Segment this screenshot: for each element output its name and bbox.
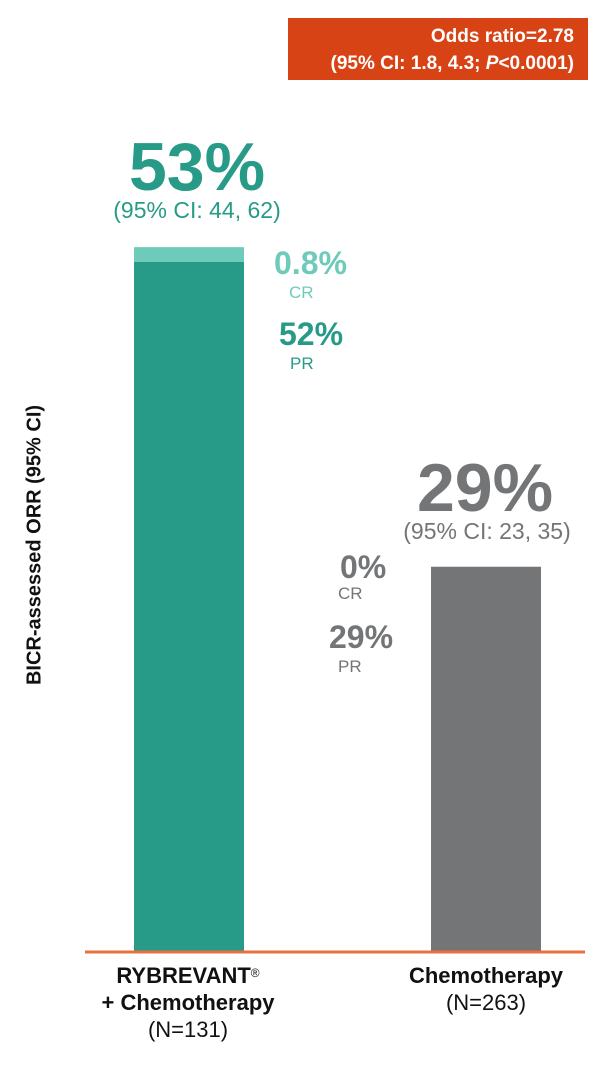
bar-pr-0 bbox=[134, 262, 244, 951]
odds-ratio-line-1: Odds ratio=2.78 bbox=[430, 26, 574, 47]
category-label-treatment: RYBREVANT® + Chemotherapy (N=131) bbox=[58, 962, 318, 1043]
chemo-ci-label: (95% CI: 23, 35) bbox=[403, 518, 571, 544]
category-label-chemo: Chemotherapy (N=263) bbox=[356, 962, 612, 1016]
treatment-cr-value: 0.8% bbox=[274, 245, 347, 281]
category-name-chemo: Chemotherapy bbox=[408, 963, 564, 988]
treatment-cr-label: CR bbox=[289, 283, 314, 302]
bar-pr-1 bbox=[431, 566, 541, 951]
category-name-treatment: RYBREVANT® bbox=[116, 963, 260, 988]
treatment-total-label: 53% bbox=[128, 129, 266, 205]
registered-mark: ® bbox=[250, 966, 260, 980]
y-axis-label: BICR-assessed ORR (95% CI) bbox=[23, 404, 46, 686]
odds-ratio-line-2: (95% CI: 1.8, 4.3; P<0.0001) bbox=[288, 50, 574, 77]
bar-cr-0 bbox=[134, 247, 244, 262]
treatment-pr-value: 52% bbox=[279, 316, 344, 352]
treatment-pr-label: PR bbox=[290, 354, 314, 373]
chemo-cr-value: 0% bbox=[340, 549, 387, 585]
treatment-ci-label: (95% CI: 44, 62) bbox=[113, 197, 281, 223]
chemo-pr-label: PR bbox=[338, 657, 362, 676]
chemo-total-label: 29% bbox=[416, 450, 554, 526]
category-n-chemo: (N=263) bbox=[445, 990, 527, 1015]
chemo-cr-label: CR bbox=[338, 584, 363, 603]
chemo-pr-value: 29% bbox=[329, 619, 394, 655]
odds-ratio-p-value: <0.0001) bbox=[498, 53, 574, 74]
odds-ratio-box: Odds ratio=2.78 (95% CI: 1.8, 4.3; P<0.0… bbox=[288, 18, 588, 80]
category-n-treatment: (N=131) bbox=[147, 1017, 229, 1042]
category-name-treatment-line2: + Chemotherapy bbox=[101, 990, 275, 1015]
odds-ratio-p-symbol: P bbox=[485, 53, 499, 74]
odds-ratio-ci: (95% CI: 1.8, 4.3; bbox=[330, 53, 486, 74]
